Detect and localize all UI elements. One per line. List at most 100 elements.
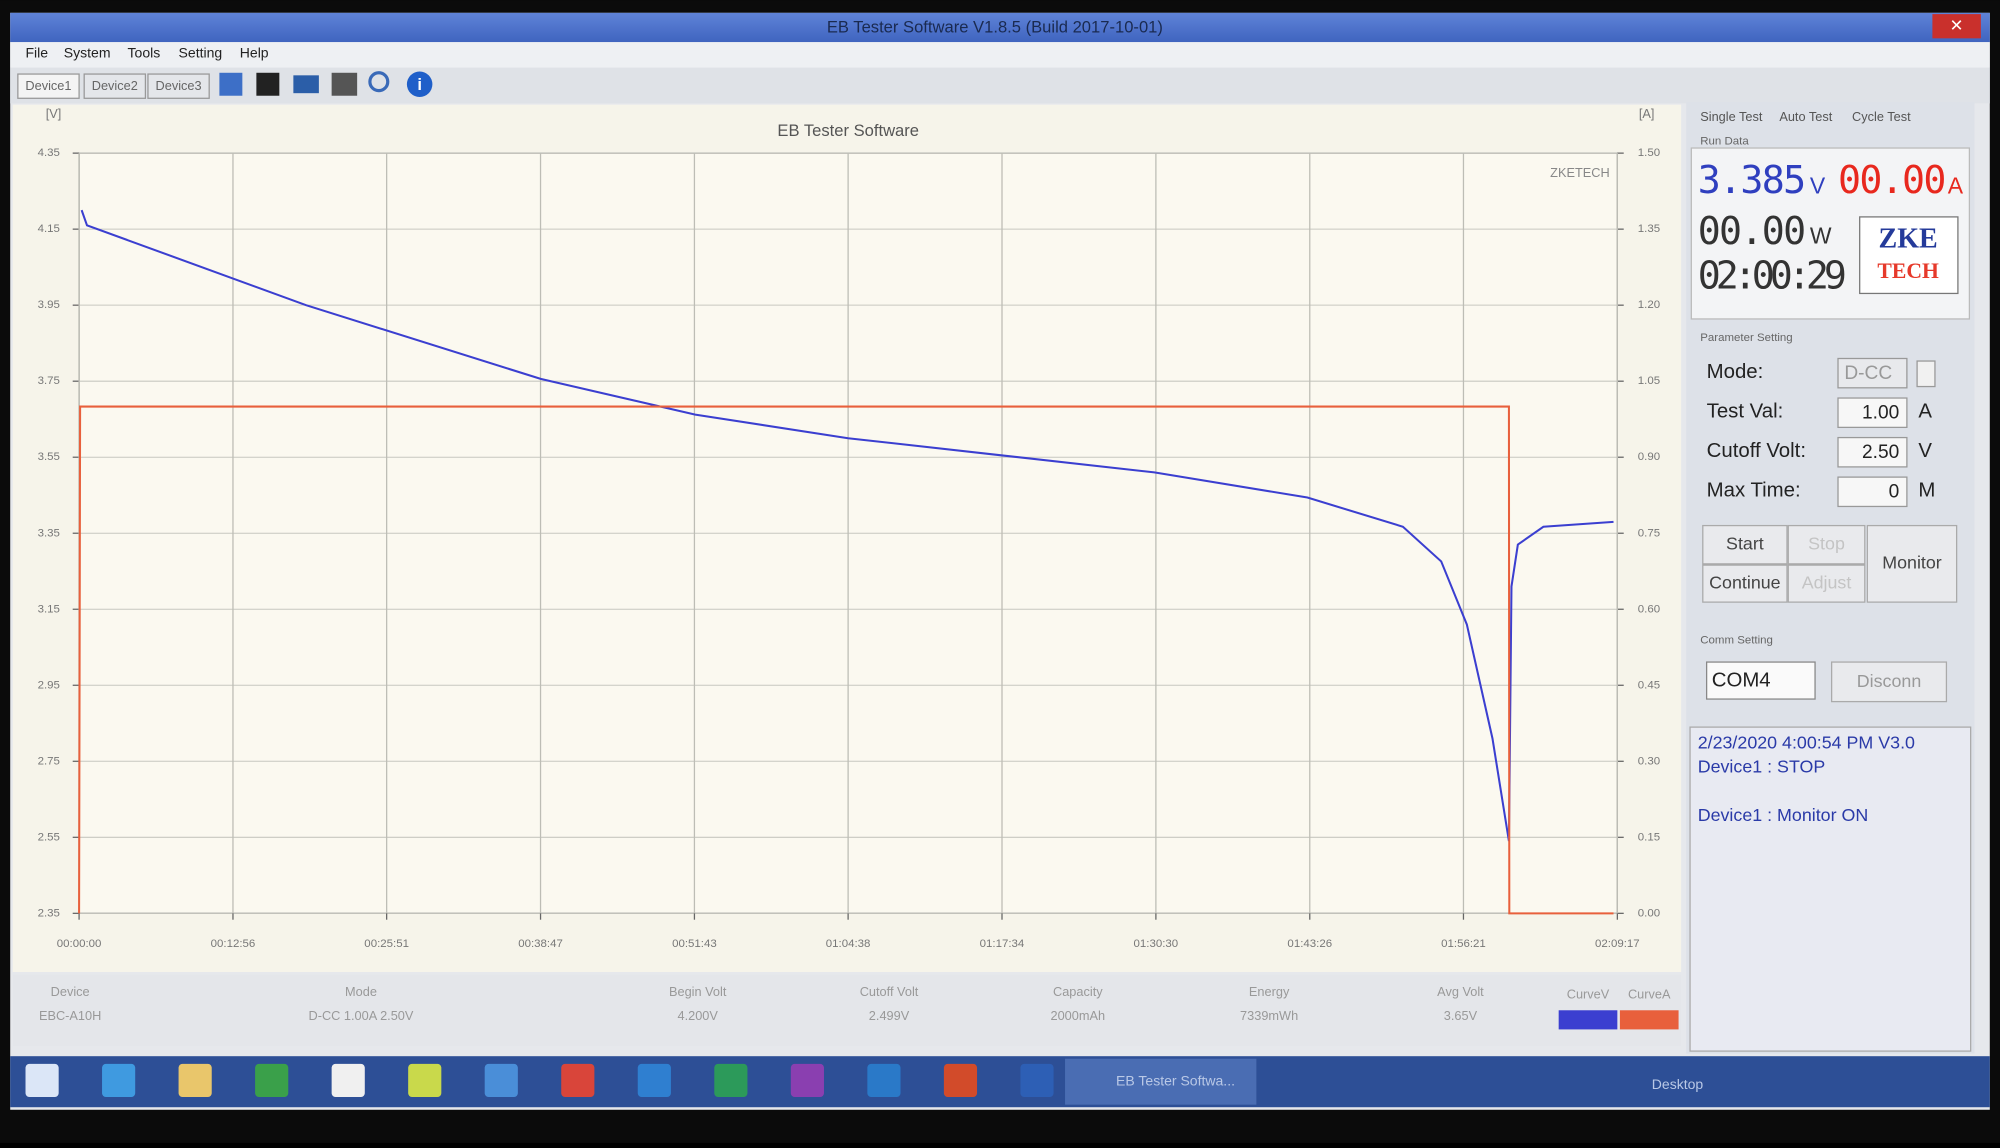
tool-icon[interactable] — [293, 75, 319, 94]
y-tick-label: 2.95 — [38, 679, 60, 691]
info-glyph[interactable]: i — [417, 75, 422, 94]
button-label[interactable]: Monitor — [1882, 553, 1942, 573]
taskbar-icon[interactable] — [790, 1063, 824, 1098]
current-reading: 00.00 — [1838, 158, 1946, 203]
param-value[interactable]: 2.50 — [1862, 442, 1899, 463]
x-tick-label: 01:56:21 — [1441, 938, 1486, 950]
taskbar-icon[interactable] — [331, 1063, 365, 1098]
button[interactable] — [1787, 564, 1866, 603]
y-axis-label: [V] — [46, 106, 62, 121]
info-icon[interactable] — [406, 71, 433, 98]
tool-icon[interactable] — [219, 72, 243, 96]
param-input[interactable] — [1837, 476, 1908, 508]
menu-bar — [10, 42, 1990, 68]
param-value[interactable]: 0 — [1889, 481, 1900, 502]
taskbar-icon[interactable] — [714, 1063, 748, 1098]
y2-tick-label: 0.60 — [1638, 603, 1660, 615]
button[interactable] — [1866, 524, 1958, 603]
param-input[interactable] — [1837, 357, 1908, 389]
close-button[interactable] — [1932, 14, 1981, 39]
logo-text: TECH — [1877, 259, 1939, 283]
mode-tab[interactable]: Single Test — [1700, 109, 1763, 124]
port-value[interactable]: COM4 — [1712, 670, 1771, 692]
taskbar-icon[interactable] — [943, 1063, 978, 1098]
disconnect-label[interactable]: Disconn — [1857, 671, 1921, 691]
table-header: Mode — [345, 984, 377, 999]
x-tick-label: 01:43:26 — [1287, 938, 1332, 950]
port-combo[interactable] — [1705, 661, 1816, 700]
taskbar-icon[interactable] — [637, 1063, 671, 1098]
series-line — [80, 209, 1614, 842]
tab[interactable] — [147, 73, 210, 99]
taskbar-icon[interactable] — [178, 1063, 212, 1098]
close-icon[interactable]: ✕ — [1950, 16, 1964, 35]
mode-tab[interactable]: Auto Test — [1779, 109, 1832, 124]
taskbar-desktop[interactable]: Desktop — [1652, 1076, 1704, 1092]
y-tick-label: 3.55 — [38, 451, 60, 463]
mode-tab[interactable]: Cycle Test — [1852, 109, 1911, 124]
tools-icon[interactable] — [331, 72, 358, 96]
y-tick-label: 2.35 — [38, 907, 60, 919]
taskbar-icon[interactable] — [255, 1063, 289, 1098]
search-icon[interactable] — [368, 71, 390, 93]
y2-tick-label: 0.30 — [1638, 755, 1660, 767]
taskbar-active-label[interactable]: EB Tester Softwa... — [1116, 1072, 1235, 1088]
tab[interactable] — [83, 73, 147, 99]
param-value[interactable]: D-CC — [1844, 363, 1892, 384]
tab[interactable] — [17, 73, 80, 99]
menu-item[interactable]: Setting — [179, 44, 223, 60]
tab-label[interactable]: Device1 — [25, 78, 71, 93]
x-tick-label: 01:17:34 — [980, 938, 1025, 950]
y2-tick-label: 0.15 — [1638, 831, 1660, 843]
button-label[interactable]: Start — [1726, 533, 1764, 553]
table-header: Avg Volt — [1437, 984, 1484, 999]
x-tick-label: 00:12:56 — [211, 938, 256, 950]
watermark: ZKETECH — [1550, 165, 1610, 180]
button-label[interactable]: Adjust — [1802, 572, 1852, 592]
tab-label[interactable]: Device3 — [156, 78, 202, 93]
taskbar-icon[interactable] — [561, 1063, 595, 1098]
menu-item[interactable]: File — [26, 44, 49, 60]
button-label[interactable]: Continue — [1709, 572, 1781, 592]
param-value[interactable]: 1.00 — [1862, 402, 1899, 423]
menu-item[interactable]: System — [64, 44, 111, 60]
button-label[interactable]: Stop — [1808, 533, 1845, 553]
taskbar-icon[interactable] — [1020, 1063, 1054, 1098]
table-cell: 2000mAh — [1051, 1008, 1106, 1023]
param-label: Max Time: — [1707, 480, 1801, 502]
results-table: Device EBC-A10H Mode D-CC 1.00A 2.50V Begin … — [39, 984, 1679, 1030]
taskbar-icon[interactable] — [484, 1063, 518, 1098]
param-label: Cutoff Volt: — [1707, 440, 1806, 462]
button[interactable] — [1702, 564, 1788, 603]
log-line: Device1 : Monitor ON — [1698, 805, 1869, 825]
log-box — [1689, 726, 1972, 1052]
y-tick-label: 3.75 — [38, 375, 60, 387]
legend-label: CurveV — [1567, 986, 1610, 1001]
taskbar-icon[interactable] — [25, 1063, 59, 1098]
taskbar-active[interactable] — [1065, 1058, 1257, 1105]
y-tick-label: 4.15 — [38, 223, 60, 235]
logo-text: ZKE — [1879, 224, 1938, 255]
taskbar-icon[interactable] — [102, 1063, 136, 1098]
table-cell: D-CC 1.00A 2.50V — [309, 1008, 414, 1023]
taskbar-icon[interactable] — [408, 1063, 442, 1098]
group-label: Run Data — [1700, 136, 1749, 148]
menu-item[interactable]: Help — [240, 44, 269, 60]
power-unit: W — [1810, 222, 1832, 248]
tab-label[interactable]: Device2 — [92, 78, 138, 93]
taskbar-icon[interactable] — [867, 1063, 901, 1098]
combo-arrow[interactable] — [1916, 360, 1936, 388]
button[interactable] — [1702, 524, 1788, 565]
param-input[interactable] — [1837, 397, 1908, 429]
button[interactable] — [1787, 524, 1866, 565]
y2-tick-label: 0.45 — [1638, 679, 1660, 691]
disconnect-button[interactable] — [1830, 661, 1948, 703]
menu-item[interactable]: Tools — [128, 44, 161, 60]
y-tick-label: 3.15 — [38, 603, 60, 615]
y-tick-label: 2.75 — [38, 755, 60, 767]
series-line — [78, 405, 1614, 915]
save-icon[interactable] — [256, 72, 280, 96]
x-tick-label: 02:09:17 — [1595, 938, 1640, 950]
param-input[interactable] — [1837, 436, 1908, 468]
x-tick-label: 01:30:30 — [1134, 938, 1179, 950]
